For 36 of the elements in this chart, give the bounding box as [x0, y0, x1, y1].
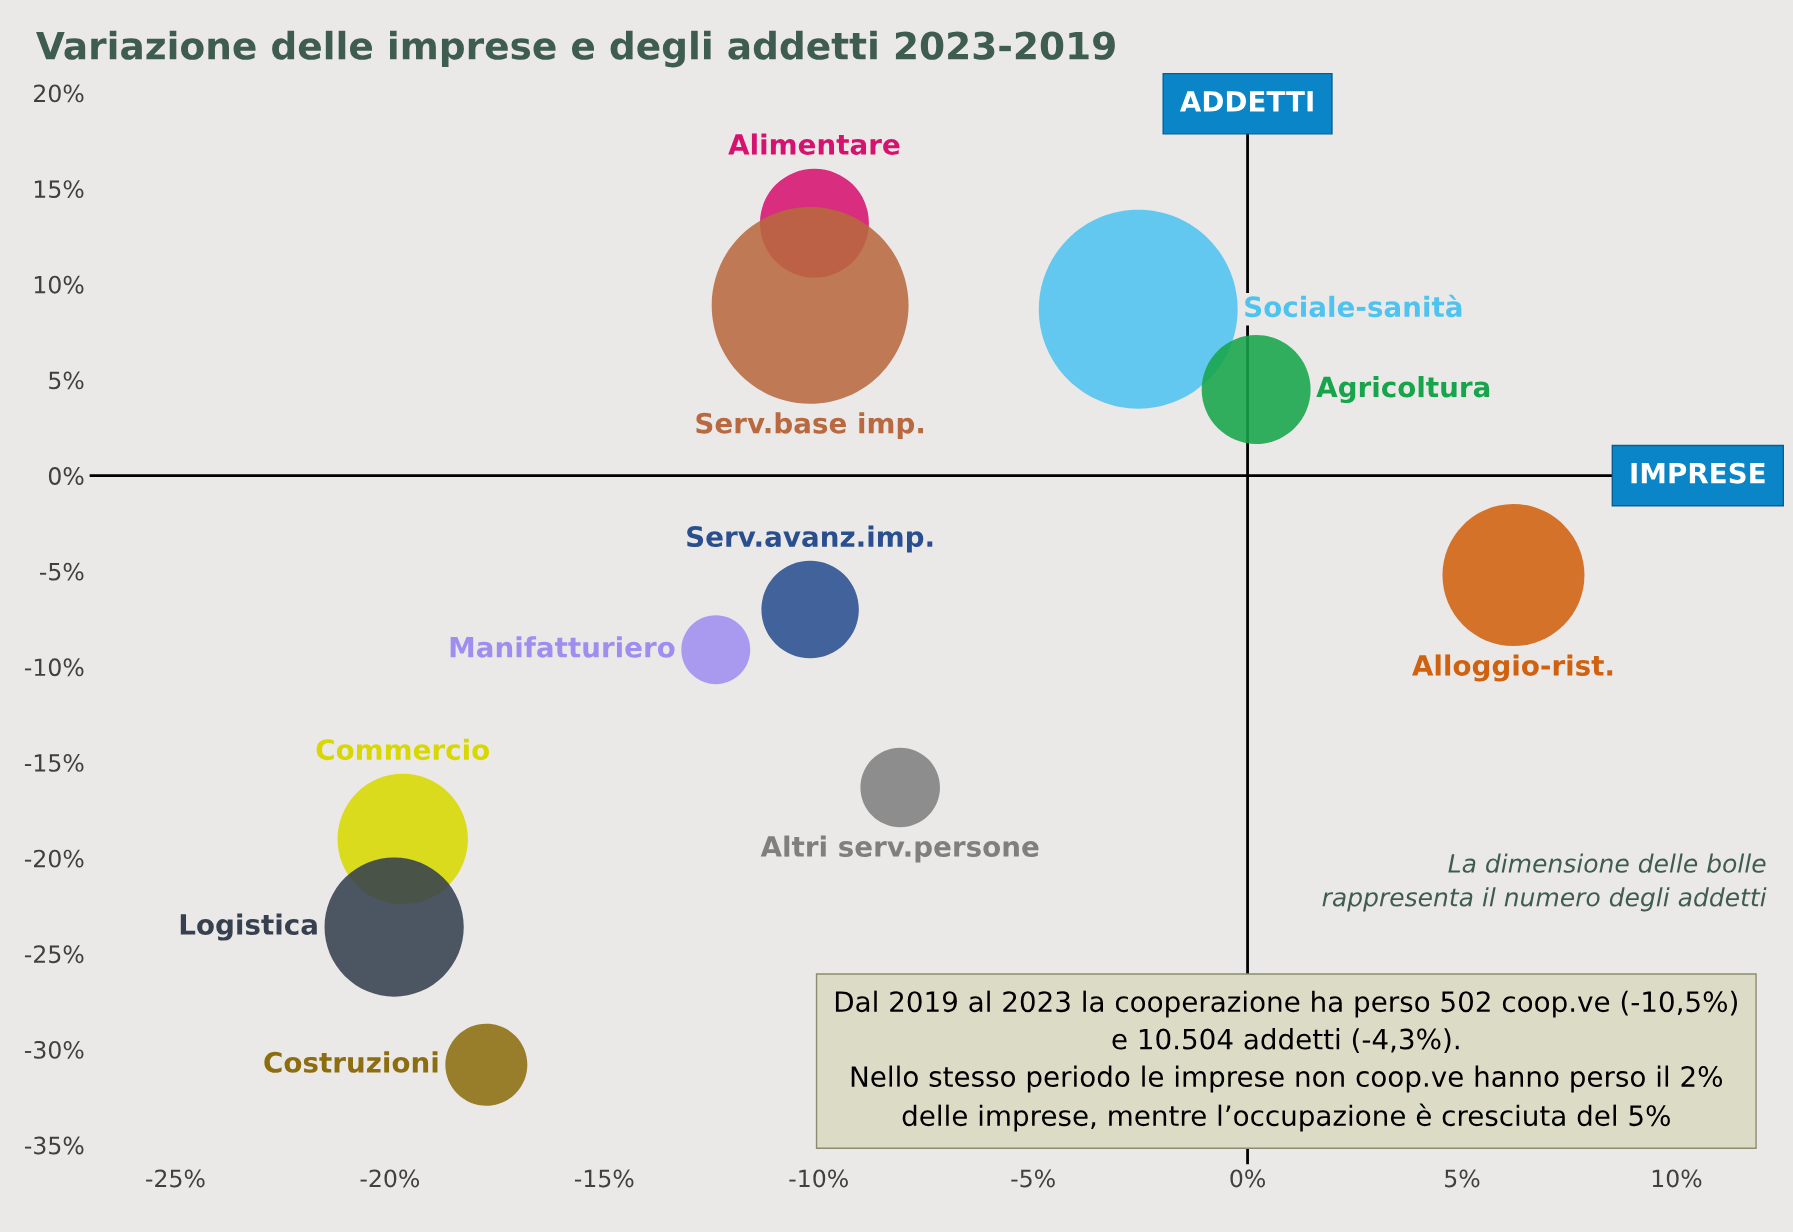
y-tick-label: 15%	[34, 180, 84, 198]
chart-title: Variazione delle imprese e degli addetti 2023-2019	[36, 30, 1115, 68]
series-label: Commercio	[316, 738, 490, 761]
series-label: Agricoltura	[1316, 375, 1490, 404]
y-tick-label: 20%	[34, 84, 84, 103]
annotation: Dal 2019 al 2023 la cooperazione ha perso 502 coop.ve (-10,5%) e 10.504 addetti (-4,3%). Nello stesso periodo le imprese non coop.ve hanno perso il 2% delle imprese, mentre l’occupazione è cresciuta del 5%	[835, 990, 1737, 1132]
series-label: Alloggio-rist.	[1412, 654, 1613, 682]
series-label: Logistica	[180, 913, 317, 941]
x-tick-label: -10%	[789, 1169, 848, 1188]
y-tick-label: 5%	[49, 371, 84, 390]
series-label: Manifatturiero	[450, 636, 675, 658]
ref-line-label: IMPRESE	[1631, 462, 1765, 484]
ref-line-label: ADDETTI	[1179, 91, 1313, 112]
y-tick-label: -25%	[24, 945, 84, 964]
series-label: Serv.avanz.imp.	[687, 525, 933, 553]
series-label: Altri serv.persone	[760, 835, 1039, 863]
x-tick-label: -20%	[360, 1169, 420, 1188]
y-tick-label: -30%	[24, 1040, 84, 1059]
series-label: Serv.base imp.	[696, 412, 924, 440]
x-tick-label: 5%	[1445, 1169, 1480, 1188]
x-tick-label: 0%	[1230, 1169, 1265, 1188]
y-tick-label: -35%	[24, 1136, 84, 1155]
y-tick-label: -10%	[24, 658, 84, 677]
y-tick-label: -5%	[39, 562, 84, 581]
y-tick-label: 0%	[48, 467, 84, 485]
y-tick-label: -20%	[24, 849, 84, 868]
series-label: Sociale-sanità	[1245, 294, 1462, 318]
series-label: Alimentare	[728, 133, 900, 155]
x-tick-label: -5%	[1011, 1169, 1055, 1188]
x-tick-label: 10%	[1652, 1169, 1702, 1188]
annotation: La dimensione delle bolle rappresenta il numero degli addetti	[1322, 853, 1767, 912]
series-label: Costruzioni	[264, 1051, 438, 1073]
x-tick-label: -15%	[574, 1169, 634, 1188]
y-tick-label: -15%	[24, 753, 84, 772]
x-tick-label: -25%	[146, 1169, 205, 1188]
y-tick-label: 10%	[34, 275, 84, 294]
